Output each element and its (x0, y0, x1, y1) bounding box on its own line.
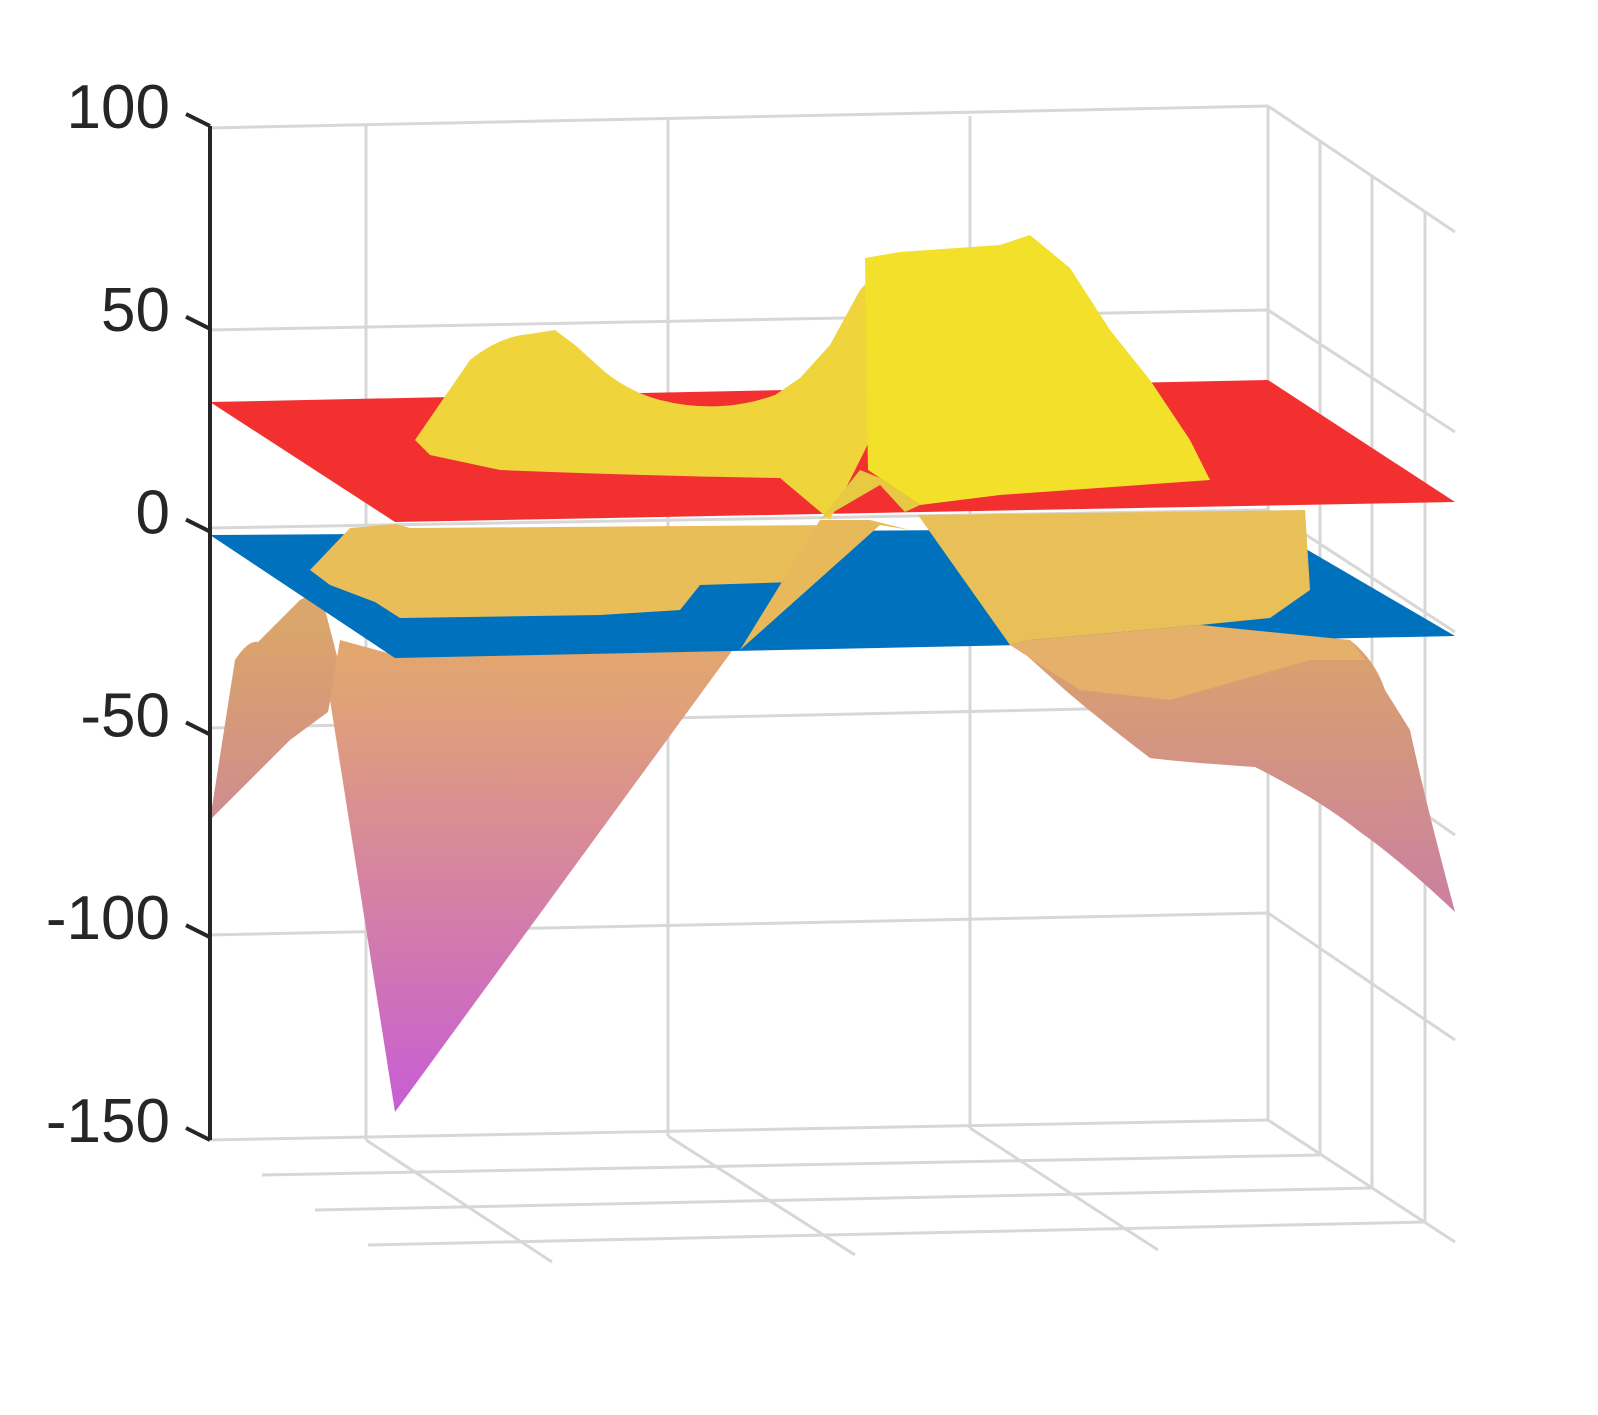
surface-left-ridge (330, 640, 395, 1112)
surface-peak-flank (820, 470, 920, 520)
floor-diag-1 (365, 1138, 553, 1264)
z-tick-label: -100 (46, 884, 170, 953)
z-tick-label: 0 (136, 479, 170, 548)
z-tick-mark (185, 1126, 211, 1142)
floor-line-3 (367, 1220, 1426, 1247)
surface-middle (310, 510, 1365, 700)
surface-left-hill (415, 268, 880, 520)
surface-ridge-mid (740, 520, 910, 650)
z-tick-label: 50 (101, 276, 170, 345)
z-tick-label: 100 (67, 73, 170, 142)
floor-line-2 (314, 1186, 1373, 1212)
grid-line-back-5 (1267, 911, 1456, 1042)
grid-line-z-minus150 (207, 1118, 1269, 1142)
surface-upper (415, 235, 1210, 520)
z-tick-label: -50 (80, 681, 170, 750)
z-tick-mark (185, 315, 211, 331)
z-tick-label: -150 (46, 1087, 170, 1156)
z-axis: 100 50 0 -50 -100 -150 (46, 73, 212, 1156)
grid-line-back-1 (1267, 104, 1456, 234)
floor-diag-2 (667, 1134, 856, 1257)
z-tick-marks (185, 112, 211, 1142)
surface-right-mid (918, 510, 1310, 645)
surface-right-tail (1015, 640, 1455, 912)
z-tick-mark (185, 923, 211, 939)
surface-left-wing (210, 590, 338, 820)
surface-main-peak (865, 235, 1210, 505)
z-tick-mark (185, 720, 211, 737)
grid-line-z-100 (207, 104, 1269, 130)
surface-valley (395, 640, 740, 1112)
z-tick-mark (185, 517, 211, 534)
floor-diag-3 (969, 1126, 1159, 1252)
surface-lower (210, 590, 1455, 1112)
surface-lower-ramp (1010, 625, 1365, 700)
z-tick-mark (185, 112, 211, 128)
surface-left-mid (310, 520, 870, 618)
z-tick-labels: 100 50 0 -50 -100 -150 (46, 73, 170, 1156)
floor-line-1 (261, 1153, 1321, 1177)
